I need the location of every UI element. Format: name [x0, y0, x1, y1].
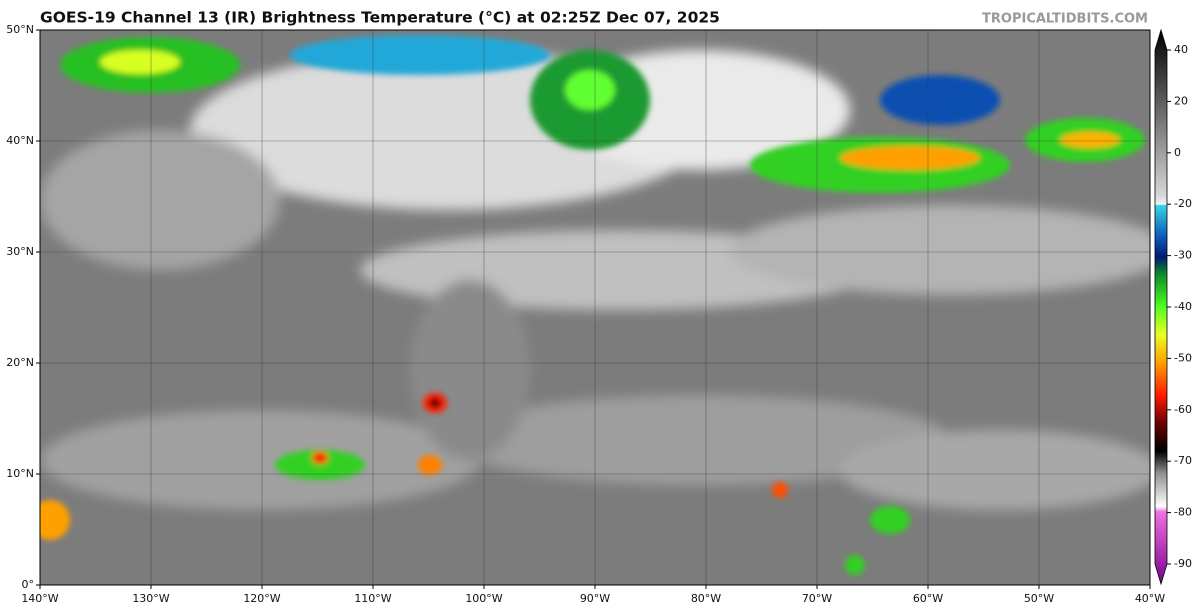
lat-tick-label: 40°N — [6, 134, 34, 147]
lat-tick-label: 20°N — [6, 356, 34, 369]
colorbar-tick-label: -30 — [1174, 249, 1192, 262]
lon-tick-label: 70°W — [802, 592, 832, 605]
lon-tick-label: 120°W — [243, 592, 280, 605]
lon-tick-label: 90°W — [580, 592, 610, 605]
colorbar-tick-label: 20 — [1174, 94, 1188, 107]
lat-tick-label: 50°N — [6, 23, 34, 36]
lon-tick-label: 50°W — [1024, 592, 1054, 605]
colorbar-tick-label: -70 — [1174, 454, 1192, 467]
cold-cloud-tops — [40, 35, 1145, 575]
colorbar-tick-label: -60 — [1174, 403, 1192, 416]
colorbar-tick-label: -80 — [1174, 506, 1192, 519]
map-title: GOES-19 Channel 13 (IR) Brightness Tempe… — [40, 9, 720, 27]
lon-tick-label: 40°W — [1135, 592, 1165, 605]
lat-tick-label: 10°N — [6, 467, 34, 480]
lon-tick-label: 100°W — [465, 592, 502, 605]
axes: 50°N 40°N 30°N 20°N 10°N 0°140°W 130°W 120°W 110… — [6, 23, 1192, 605]
lat-tick-label: 30°N — [6, 245, 34, 258]
lon-tick-label: 60°W — [913, 592, 943, 605]
graticule — [40, 30, 1150, 585]
colorbar — [1154, 28, 1168, 586]
colorbar-tick-label: -20 — [1174, 197, 1192, 210]
satellite-imagery — [40, 30, 1150, 585]
colorbar-tick-label: -90 — [1174, 557, 1192, 570]
lon-tick-label: 80°W — [691, 592, 721, 605]
colorbar-tick-label: 40 — [1174, 43, 1188, 56]
credit: TROPICALTIDBITS.COM — [982, 12, 1148, 27]
lon-tick-label: 130°W — [132, 592, 169, 605]
colorbar-tick-label: -40 — [1174, 300, 1192, 313]
lat-tick-label: 0° — [22, 578, 35, 591]
colorbar-tick-label: 0 — [1174, 146, 1181, 159]
lon-tick-label: 110°W — [354, 592, 391, 605]
colorbar-tick-label: -50 — [1174, 351, 1192, 364]
lon-tick-label: 140°W — [21, 592, 58, 605]
